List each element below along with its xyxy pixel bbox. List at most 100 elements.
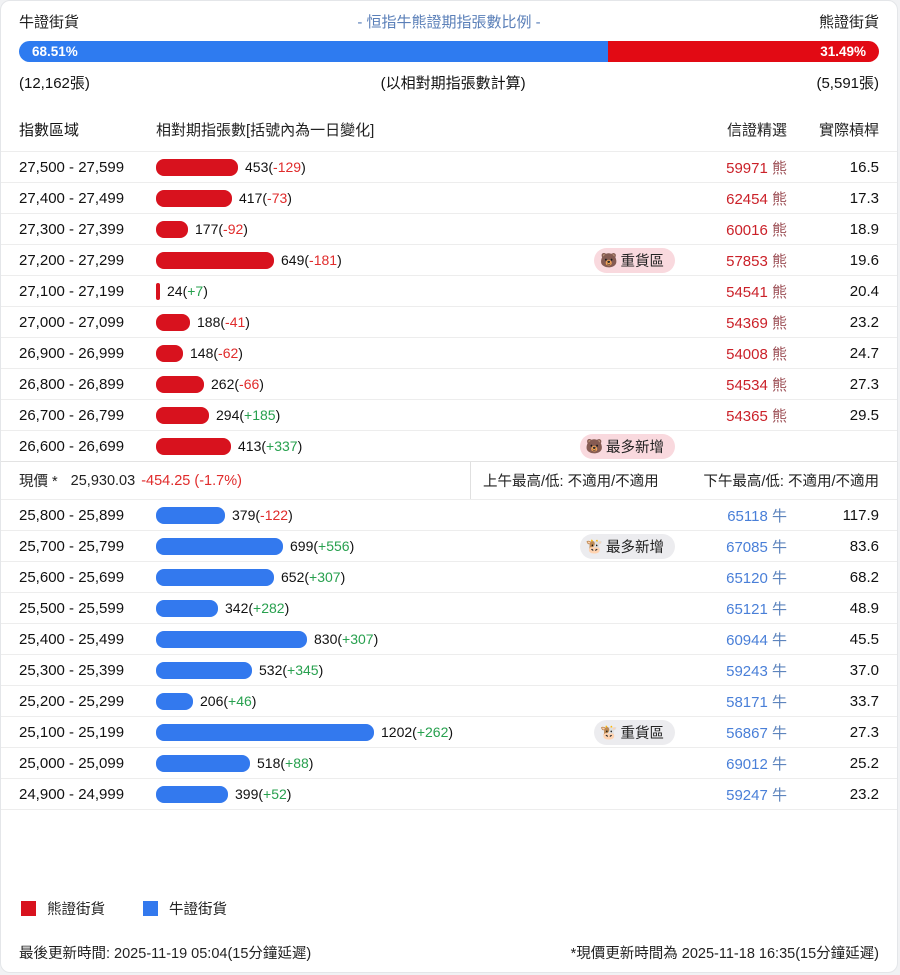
warrant-code-cell[interactable]: 54369 熊 xyxy=(675,312,787,333)
bar-cell: 652(+307) xyxy=(156,568,555,586)
warrant-code[interactable]: 69012 xyxy=(726,755,768,773)
warrant-code-cell[interactable]: 65120 牛 xyxy=(675,567,787,588)
paren-open: ( xyxy=(261,438,267,454)
effective-gearing: 20.4 xyxy=(849,282,879,300)
warrant-code-cell[interactable]: 54008 熊 xyxy=(675,343,787,364)
warrant-code[interactable]: 56867 xyxy=(726,724,768,742)
effective-gearing: 37.0 xyxy=(849,661,879,679)
warrant-code[interactable]: 65120 xyxy=(726,569,768,587)
bar-cell: 417(-73) xyxy=(156,189,555,207)
effective-gearing: 117.9 xyxy=(842,506,879,524)
warrant-code-cell[interactable]: 60944 牛 xyxy=(675,629,787,650)
one-day-change: -41 xyxy=(225,314,246,330)
contracts-bar xyxy=(156,375,204,393)
warrant-code-cell[interactable]: 54534 熊 xyxy=(675,374,787,395)
table-row: 27,400 - 27,499 417(-73) 62454 熊 17.3 xyxy=(1,182,897,213)
column-header-picks: 信證精選 xyxy=(726,122,787,139)
warrant-code-suffix: 熊 xyxy=(767,190,787,208)
warrant-code[interactable]: 59247 xyxy=(726,786,768,804)
bar-cell: 399(+52) xyxy=(156,785,555,803)
warrant-code-cell[interactable]: 59971 熊 xyxy=(675,157,787,178)
warrant-code-cell[interactable]: 58171 牛 xyxy=(675,691,787,712)
bar-value-label: 518(+88) xyxy=(257,755,313,771)
paren-close: ) xyxy=(340,569,346,585)
contracts-bar xyxy=(156,158,238,176)
bar-value-label: 830(+307) xyxy=(314,631,378,647)
warrant-code[interactable]: 67085 xyxy=(726,538,768,556)
badge-cell: 🐻 最多新增 xyxy=(555,433,675,459)
bar-value-label: 413(+337) xyxy=(238,438,302,454)
warrant-code-cell[interactable]: 62454 熊 xyxy=(675,188,787,209)
contracts-value: 830 xyxy=(314,631,338,647)
bear-icon: 🐻 xyxy=(600,252,618,268)
effective-gearing: 25.2 xyxy=(849,754,879,772)
warrant-code[interactable]: 54534 xyxy=(726,376,768,394)
warrant-code-cell[interactable]: 67085 牛 xyxy=(675,536,787,557)
warrant-code[interactable]: 59971 xyxy=(726,159,768,177)
bar-value-label: 652(+307) xyxy=(281,569,345,585)
bull-ratio-value: 68.51% xyxy=(32,44,78,59)
paren-open: ( xyxy=(258,786,264,802)
warrant-code[interactable]: 65118 xyxy=(727,507,768,525)
contracts-bar xyxy=(156,723,374,741)
contracts-value: 262 xyxy=(211,376,235,392)
warrant-code-cell[interactable]: 56867 牛 xyxy=(675,722,787,743)
contracts-value: 1202 xyxy=(381,724,413,740)
bar-value-label: 417(-73) xyxy=(239,190,292,206)
table-row: 26,800 - 26,899 262(-66) 54534 熊 27.3 xyxy=(1,368,897,399)
effective-gearing: 24.7 xyxy=(849,344,879,362)
warrant-code[interactable]: 54365 xyxy=(726,407,768,425)
bar-cell: 188(-41) xyxy=(156,313,555,331)
column-header-leverage: 實際槓桿 xyxy=(818,122,879,139)
warrant-code[interactable]: 65121 xyxy=(726,600,768,618)
warrant-code[interactable]: 62454 xyxy=(726,190,768,208)
legend-label: 熊證街貨 xyxy=(47,902,105,918)
effective-gearing: 33.7 xyxy=(849,692,879,710)
column-header-bars: 相對期指張數[括號內為一日變化] xyxy=(156,122,375,139)
warrant-code[interactable]: 58171 xyxy=(726,693,768,711)
bar-cell: 379(-122) xyxy=(156,506,555,524)
warrant-code-cell[interactable]: 65118 牛 xyxy=(675,505,787,526)
index-range: 25,800 - 25,899 xyxy=(19,506,125,524)
warrant-code-suffix: 熊 xyxy=(767,252,787,270)
effective-gearing: 29.5 xyxy=(849,406,879,424)
last-update-time: 最後更新時間: 2025-11-19 05:04(15分鐘延遲) xyxy=(19,946,312,962)
effective-gearing: 83.6 xyxy=(849,537,879,555)
warrant-code-suffix: 牛 xyxy=(767,507,787,525)
warrant-code-cell[interactable]: 69012 牛 xyxy=(675,753,787,774)
contracts-value: 148 xyxy=(190,345,214,361)
warrant-code[interactable]: 54369 xyxy=(726,314,768,332)
one-day-change: +307 xyxy=(342,631,374,647)
contracts-bar xyxy=(156,630,307,648)
warrant-code-cell[interactable]: 59243 牛 xyxy=(675,660,787,681)
bar-value-label: 188(-41) xyxy=(197,314,250,330)
effective-gearing: 19.6 xyxy=(849,251,879,269)
top-section: 牛證街貨 - 恒指牛熊證期指張數比例 - 熊證街貨 68.51% 31.49% … xyxy=(1,1,897,93)
warrant-code-cell[interactable]: 54541 熊 xyxy=(675,281,787,302)
warrant-code-cell[interactable]: 60016 熊 xyxy=(675,219,787,240)
table-row: 25,800 - 25,899 379(-122) 65118 牛 117.9 xyxy=(1,499,897,530)
index-range: 26,800 - 26,899 xyxy=(19,375,125,393)
warrant-code[interactable]: 57853 xyxy=(726,252,768,270)
effective-gearing: 17.3 xyxy=(849,189,879,207)
warrant-code[interactable]: 54541 xyxy=(726,283,768,301)
bar-value-label: 699(+556) xyxy=(290,538,354,554)
warrant-code-suffix: 牛 xyxy=(767,600,787,618)
paren-close: ) xyxy=(238,345,243,361)
paren-close: ) xyxy=(308,755,314,771)
warrant-code[interactable]: 60016 xyxy=(726,221,768,239)
bar-value-label: 649(-181) xyxy=(281,252,342,268)
bar-value-label: 379(-122) xyxy=(232,507,293,523)
effective-gearing: 23.2 xyxy=(849,313,879,331)
warrant-code[interactable]: 60944 xyxy=(726,631,768,649)
badge-label: 重貨區 xyxy=(620,253,665,270)
bear-section: 27,500 - 27,599 453(-129) 59971 熊 16.5 2… xyxy=(1,151,897,461)
warrant-code[interactable]: 54008 xyxy=(726,345,768,363)
warrant-code-cell[interactable]: 59247 牛 xyxy=(675,784,787,805)
warrant-code-cell[interactable]: 65121 牛 xyxy=(675,598,787,619)
warrant-code-cell[interactable]: 54365 熊 xyxy=(675,405,787,426)
warrant-code[interactable]: 59243 xyxy=(726,662,768,680)
legend-swatch xyxy=(143,901,158,916)
warrant-code-cell[interactable]: 57853 熊 xyxy=(675,250,787,271)
footer: 最後更新時間: 2025-11-19 05:04(15分鐘延遲) *現價更新時間… xyxy=(19,942,879,963)
